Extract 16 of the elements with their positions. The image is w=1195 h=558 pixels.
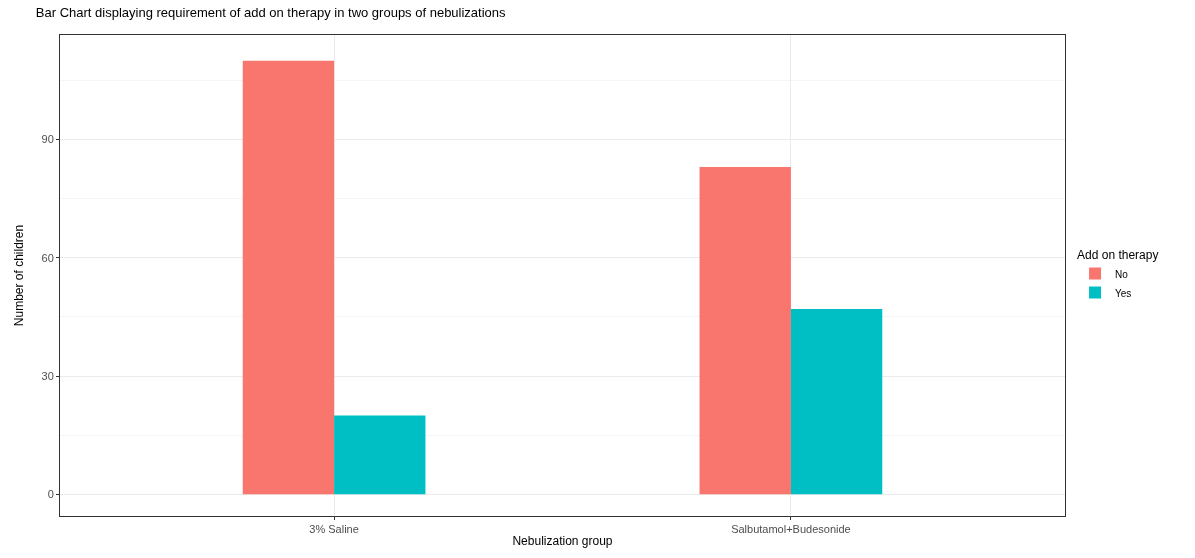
x-tick-label: 3% Saline: [309, 523, 359, 536]
x-tick-label: Salbutamol+Budesonide: [731, 523, 851, 536]
x-axis-title: Nebulization group: [512, 534, 613, 549]
legend-label: Yes: [1115, 287, 1132, 299]
bar: [699, 167, 791, 495]
y-tick-label: 30: [41, 369, 54, 382]
y-axis-title: Number of children: [11, 224, 26, 327]
legend-title: Add on therapy: [1077, 248, 1159, 263]
y-tick-label: 90: [41, 133, 54, 146]
y-tick-label: 60: [41, 251, 54, 264]
bar: [790, 309, 883, 495]
y-tick-label: 0: [47, 488, 54, 501]
chart-title: Bar Chart displaying requirement of add on therapy in two groups of nebulizations: [35, 5, 507, 21]
bar: [242, 60, 335, 495]
bar: [334, 415, 426, 495]
legend-label: No: [1115, 268, 1129, 280]
